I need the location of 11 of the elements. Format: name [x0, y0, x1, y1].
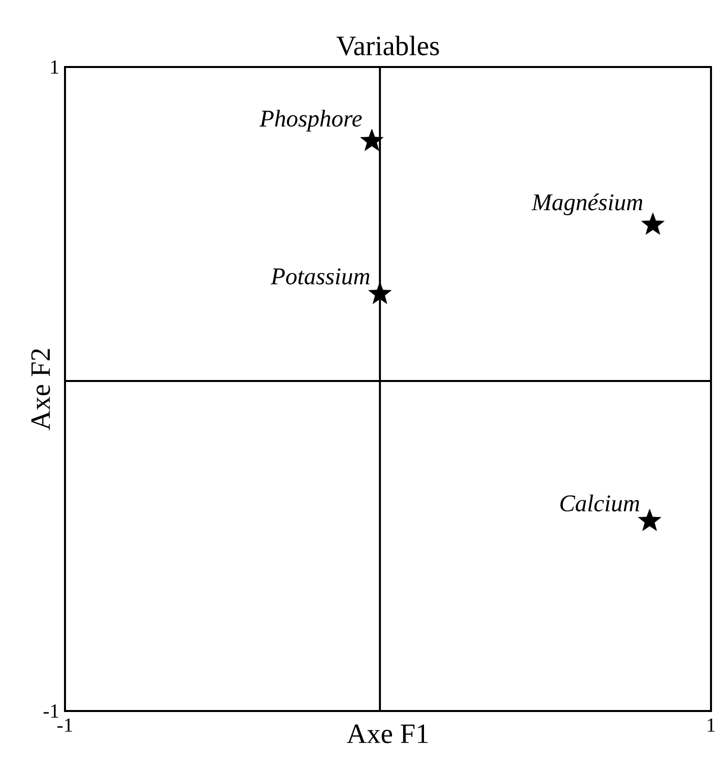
annotation: Calcium: [560, 494, 639, 512]
point: [360, 128, 384, 151]
chart-title: Variables: [336, 36, 439, 56]
y-axis-title: Axe F2: [31, 349, 50, 430]
annotation: Potassium: [270, 268, 370, 284]
annotation: Magnésium: [531, 194, 642, 216]
annotation: Phosphore: [259, 110, 362, 132]
x-axis-title: Axe F1: [346, 724, 428, 744]
point: [641, 212, 664, 235]
point: [638, 508, 662, 531]
point: [368, 282, 392, 304]
